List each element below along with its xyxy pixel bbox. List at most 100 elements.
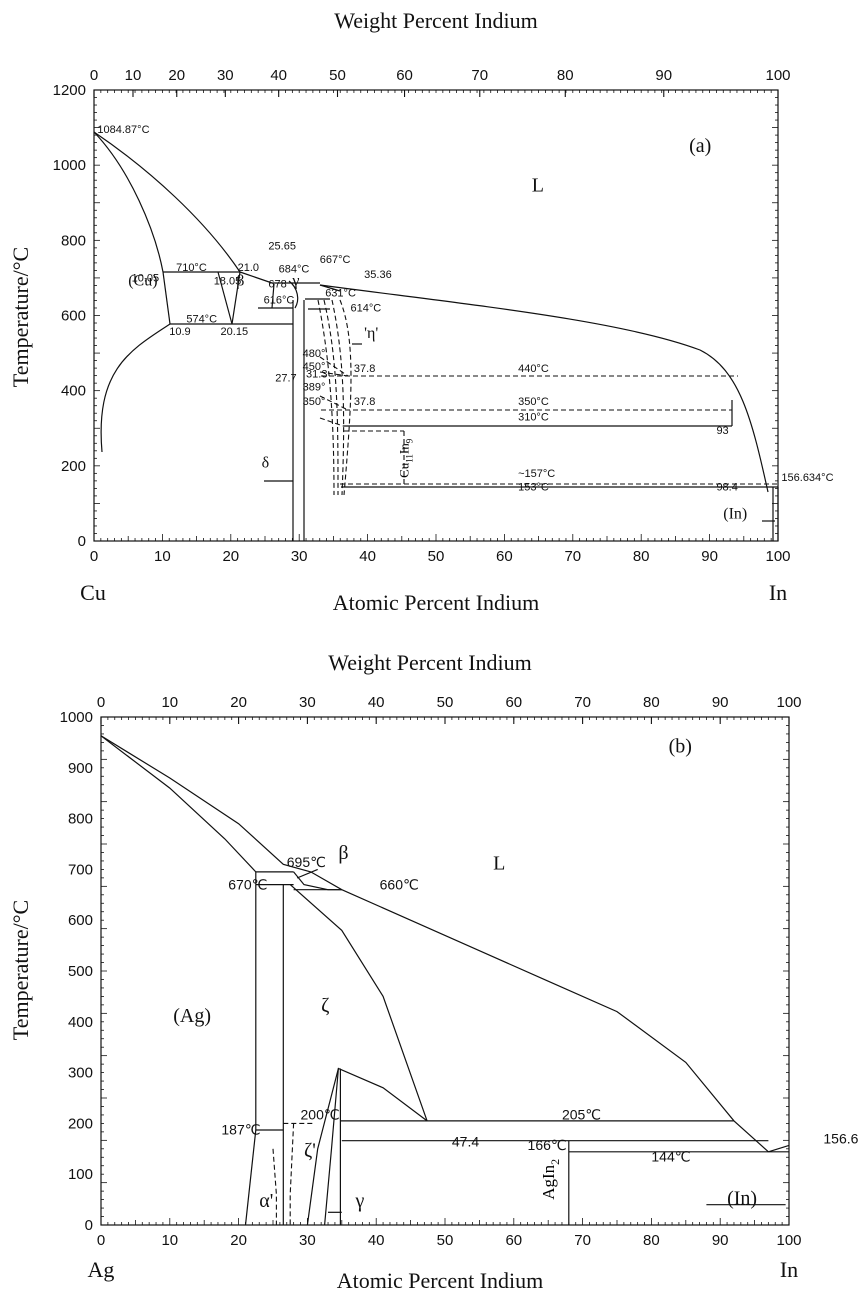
phase-label: (Cu): [128, 272, 157, 289]
panel-a-dashed-boundaries: [317, 299, 778, 496]
annotation: 350°: [303, 396, 326, 408]
annotation: 695℃: [287, 854, 326, 870]
panel-b-x-tick-label: 40: [368, 1232, 385, 1249]
phase-label: L: [532, 174, 544, 196]
annotation: (a): [689, 135, 711, 157]
panel-a-annotations: (a) 1084.87°C 710°C 10.05 18.05 21.0 25.65 667°…: [97, 124, 833, 493]
liquidus-to-gamma: [239, 271, 273, 284]
phase-label: (In): [727, 1188, 757, 1210]
annotation: 18.05: [214, 276, 242, 288]
panel-b-phase-boundaries: [100, 735, 790, 1226]
panel-a-tick-labels: 0 10 20 30 40 50 60 70 80 90 100020040060080010001…: [53, 67, 791, 565]
panel-a-top-tick-label: 90: [655, 67, 672, 84]
zeta-right-boundary: [289, 884, 428, 1122]
liquidus-ag-side: [100, 735, 343, 891]
annotation: 200℃: [301, 1106, 340, 1122]
panel-b-x-tick-label: 0: [97, 1232, 105, 1249]
panel-a-x-tick-label: 10: [154, 548, 171, 565]
phase-label: β: [236, 272, 244, 289]
phase-label: δ: [262, 455, 270, 472]
panel-b-top-tick-label: 50: [437, 694, 454, 711]
panel-b-y-axis-title: Temperature/°C: [8, 900, 33, 1040]
panel-a-x-tick-label: 80: [633, 548, 650, 565]
panel-b-top-tick-label: 10: [161, 694, 178, 711]
phase-label: γ: [291, 272, 299, 289]
panel-a-x-tick-label: 60: [496, 548, 513, 565]
panel-a-x-axis-title: Atomic Percent Indium: [333, 590, 540, 615]
annotation: 98.4: [716, 481, 737, 493]
phase-label: 'η': [364, 325, 378, 342]
beta-arrow: [296, 868, 318, 879]
panel-b-left-element: Ag: [88, 1257, 115, 1282]
panel-b-top-tick-label: 100: [776, 694, 801, 711]
annotation: (b): [669, 736, 692, 758]
annotation: 350°C: [518, 396, 549, 408]
panel-b-x-tick-label: 50: [437, 1232, 454, 1249]
panel-b-y-tick-label: 900: [68, 760, 93, 777]
annotation: 166℃: [528, 1137, 567, 1153]
panel-b-right-element: In: [780, 1257, 798, 1282]
agin2-label: AgIn2: [539, 1159, 562, 1200]
phase-label: (In): [723, 505, 747, 522]
cu11in9-label: Cu11In9: [397, 438, 415, 478]
panel-b-x-axis-title: Atomic Percent Indium: [337, 1268, 544, 1293]
panel-b-top-tick-label: 30: [299, 694, 316, 711]
annotation: 27.7: [275, 372, 296, 384]
annotation: 440°C: [518, 363, 549, 375]
annotation: 31.3: [306, 369, 327, 381]
gamma-left: [271, 283, 275, 309]
eta-480-line: [319, 356, 349, 377]
panel-b-top-axis-title: Weight Percent Indium: [328, 650, 532, 675]
panel-b-top-tick-label: 0: [97, 694, 105, 711]
panel-b-x-tick-label: 100: [776, 1232, 801, 1249]
annotation: 10.05: [132, 273, 160, 285]
panel-a-arrows: [264, 343, 775, 522]
panel-b-ticks: [100, 716, 790, 1226]
panel-b-phase-labels: Lβ (Ag) ζ ζ' α' γ (In): [173, 842, 757, 1212]
solvus-cu: [100, 323, 171, 453]
panel-b-compound-labels: AgIn2: [539, 1159, 562, 1200]
annotation: 21.0: [238, 262, 259, 274]
panel-b-x-tick-label: 90: [712, 1232, 729, 1249]
panel-b-x-tick-label: 20: [230, 1232, 247, 1249]
beta-boundary: [293, 871, 342, 891]
panel-b-y-tick-label: 1000: [60, 709, 93, 726]
alpha-prime-right: [289, 1123, 295, 1225]
in-liquidus-end: [768, 1144, 790, 1153]
panel-a-left-element: Cu: [80, 580, 106, 605]
panel-a-x-tick-label: 40: [359, 548, 376, 565]
annotation: 389°: [303, 382, 326, 394]
panel-a-top-tick-label: 80: [557, 67, 574, 84]
panel-b-y-tick-label: 800: [68, 811, 93, 828]
line-667: [319, 284, 341, 292]
panel-b-x-tick-label: 70: [574, 1232, 591, 1249]
phase-label: (Ag): [173, 1005, 211, 1027]
annotation: 480°: [303, 348, 326, 360]
eta-dashed-1: [317, 299, 335, 496]
annotation: 47.4: [452, 1133, 479, 1149]
liquidus-in-side: [341, 889, 769, 1153]
panel-a-cu-in: Weight Percent Indium Atomic Percent Ind…: [8, 8, 834, 615]
panel-b-y-tick-label: 600: [68, 912, 93, 929]
panel-a-y-tick-label: 1200: [53, 82, 86, 99]
panel-a-y-tick-label: 0: [78, 533, 86, 550]
annotation: 35.36: [364, 269, 392, 281]
eta-dashed-4: [339, 299, 352, 496]
panel-a-x-tick-label: 0: [90, 548, 98, 565]
panel-a-x-tick-label: 100: [765, 548, 790, 565]
panel-b-top-tick-label: 40: [368, 694, 385, 711]
annotation: 156.634°C: [781, 472, 833, 484]
panel-a-x-tick-label: 70: [564, 548, 581, 565]
panel-b-y-tick-label: 700: [68, 861, 93, 878]
annotation: 614°C: [351, 303, 382, 315]
panel-a-x-tick-label: 30: [291, 548, 308, 565]
panel-a-right-element: In: [769, 580, 787, 605]
panel-b-x-tick-label: 80: [643, 1232, 660, 1249]
panel-a-top-tick-label: 70: [471, 67, 488, 84]
phase-label: α': [259, 1190, 273, 1212]
panel-a-phase-boundaries: [93, 131, 779, 541]
annotation: 667°C: [320, 254, 351, 266]
annotation: 187℃: [221, 1122, 260, 1138]
eta-dashed-2: [323, 299, 339, 496]
